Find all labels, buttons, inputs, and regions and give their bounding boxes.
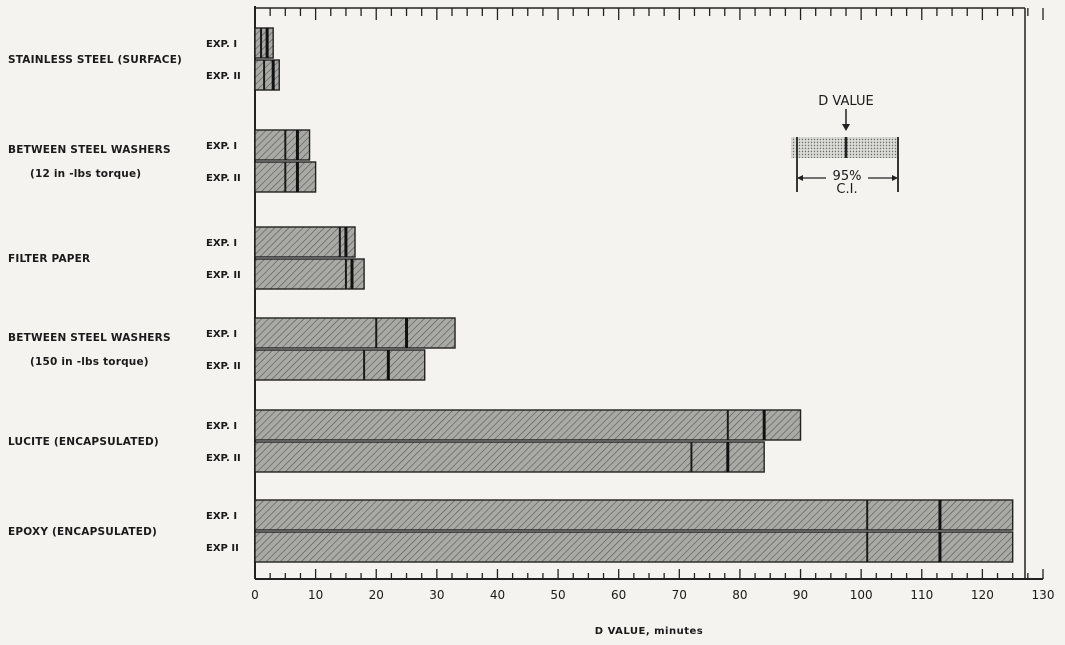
category-label: LUCITE (ENCAPSULATED)	[8, 436, 159, 448]
x-tick-label: 60	[611, 588, 626, 602]
series-label: EXP. I	[206, 141, 237, 152]
series-label: EXP. II	[206, 361, 241, 372]
x-tick-label: 130	[1032, 588, 1055, 602]
data-bar	[254, 349, 426, 381]
plot-frame	[254, 6, 1043, 580]
category-label: BETWEEN STEEL WASHERS	[8, 332, 171, 344]
category-label: EPOXY (ENCAPSULATED)	[8, 526, 157, 538]
data-bar	[254, 129, 311, 161]
data-bar	[254, 226, 356, 258]
series-label: EXP. I	[206, 421, 237, 432]
category-label: STAINLESS STEEL (SURFACE)	[8, 54, 182, 66]
data-bar	[254, 59, 280, 91]
x-tick-label: 80	[732, 588, 747, 602]
legend-ci-arrow-left	[797, 175, 803, 181]
x-tick-label: 100	[850, 588, 873, 602]
data-bar	[254, 258, 365, 290]
legend-ci-label-line1: 95%	[833, 169, 862, 184]
legend-ci-arrow-right	[892, 175, 898, 181]
x-tick-label: 50	[550, 588, 565, 602]
series-label: EXP. I	[206, 329, 237, 340]
ci-legend: D VALUE 95% C.I.	[791, 94, 899, 197]
series-label: EXP II	[206, 543, 239, 554]
category-label: (12 in -lbs torque)	[30, 168, 141, 180]
category-label: FILTER PAPER	[8, 253, 90, 265]
legend-arrow-head	[842, 124, 850, 131]
x-tick-label: 30	[429, 588, 444, 602]
data-bar	[254, 27, 274, 59]
category-label: BETWEEN STEEL WASHERS	[8, 144, 171, 156]
legend-ci-label-line2: C.I.	[836, 182, 857, 197]
bars	[254, 27, 1014, 563]
series-label: EXP. II	[206, 453, 241, 464]
series-label: EXP. I	[206, 511, 237, 522]
x-tick-label: 40	[490, 588, 505, 602]
x-tick-label: 70	[672, 588, 687, 602]
series-label: EXP. II	[206, 71, 241, 82]
data-bar	[254, 441, 765, 473]
series-label: EXP. I	[206, 238, 237, 249]
x-tick-label: 20	[369, 588, 384, 602]
x-tick-label: 110	[910, 588, 933, 602]
legend-sample-bar	[791, 137, 898, 158]
x-axis-title: D VALUE, minutes	[595, 626, 703, 637]
x-tick-label: 0	[251, 588, 259, 602]
category-labels: STAINLESS STEEL (SURFACE) EXP. I EXP. II BE…	[8, 39, 241, 554]
data-bar	[254, 409, 802, 441]
x-tick-label: 90	[793, 588, 808, 602]
category-label: (150 in -lbs torque)	[30, 356, 149, 368]
x-tick-label: 10	[308, 588, 323, 602]
series-label: EXP. II	[206, 270, 241, 281]
x-tick-label: 120	[971, 588, 994, 602]
series-label: EXP. II	[206, 173, 241, 184]
data-bar	[254, 499, 1014, 531]
series-label: EXP. I	[206, 39, 237, 50]
legend-title: D VALUE	[818, 94, 873, 109]
x-axis-ticks: 0 10 20 30 40 50 60 70 80 90 100 110 120 130	[251, 8, 1054, 602]
data-bar	[254, 531, 1014, 563]
data-bar	[254, 317, 456, 349]
